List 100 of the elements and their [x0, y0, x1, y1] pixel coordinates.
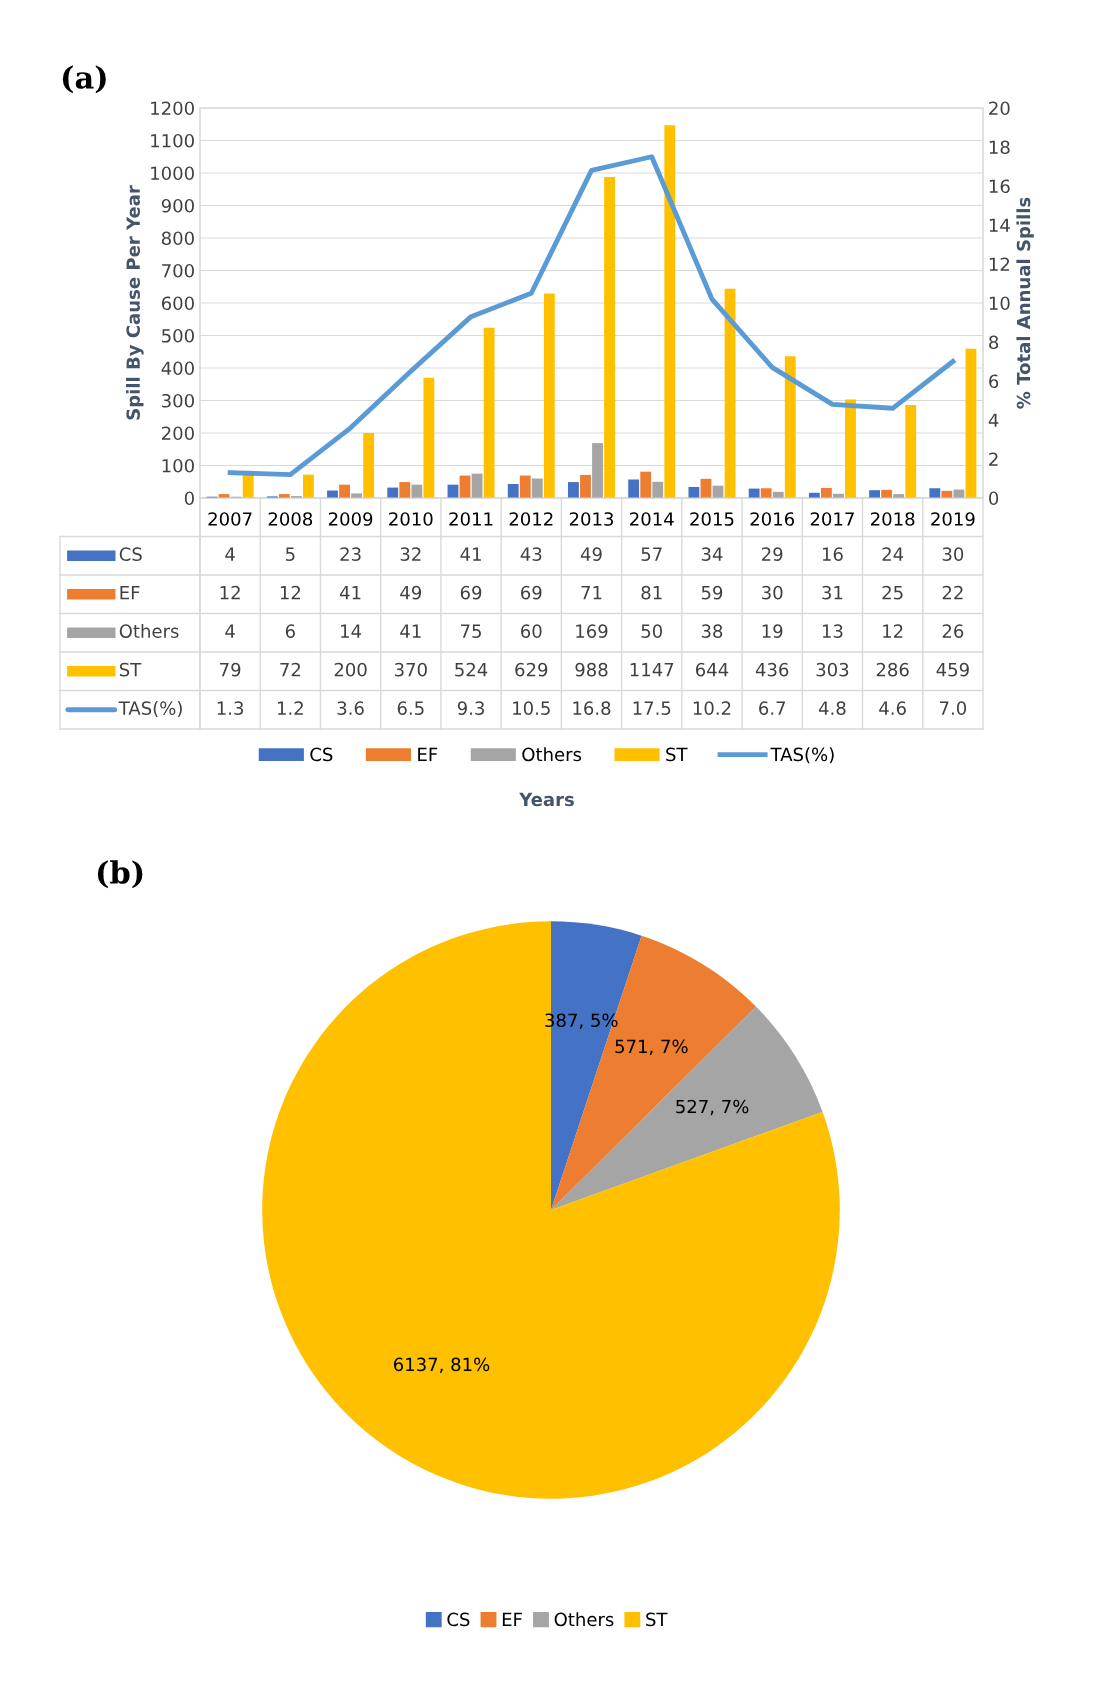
- data-label: 25: [882, 585, 903, 600]
- legend-label: ST: [119, 662, 142, 677]
- x-tick-label: 2017: [810, 512, 854, 526]
- y-tick-label: 900: [161, 198, 194, 213]
- y2-tick-label: 12: [989, 257, 1010, 271]
- data-label: 303: [816, 662, 849, 677]
- data-label: 10.5: [513, 701, 550, 715]
- data-label: 370: [394, 662, 427, 677]
- data-label: 6.5: [397, 701, 424, 715]
- y2-tick-label: 0: [989, 491, 999, 506]
- data-label: 72: [280, 662, 301, 677]
- legend-label: TAS(%): [118, 701, 182, 718]
- data-label: 81: [641, 585, 662, 600]
- data-label: 32: [400, 547, 421, 561]
- data-label: 23: [340, 547, 361, 561]
- data-label: 12: [280, 585, 301, 600]
- data-label: 9.3: [457, 701, 484, 715]
- y-tick-label: 600: [161, 296, 194, 311]
- data-label: 4: [225, 547, 235, 561]
- data-label: 524: [455, 662, 488, 677]
- legend-label: CS: [447, 1612, 470, 1627]
- legend-label: CS: [119, 547, 142, 561]
- text: TAS(%): [770, 747, 834, 764]
- data-label: 10.2: [693, 701, 731, 715]
- text: CS: [310, 747, 333, 762]
- data-label: 50: [641, 624, 663, 638]
- data-label: 436: [755, 662, 789, 677]
- x-tick-label: 2012: [509, 512, 553, 526]
- y-tick-label: 200: [162, 426, 194, 441]
- data-label: 24: [882, 547, 904, 561]
- data-label: 1147: [630, 663, 674, 677]
- data-label: 79: [220, 662, 241, 677]
- data-label: 34: [701, 547, 723, 561]
- data-label: 71: [581, 586, 602, 600]
- data-label: 69: [460, 585, 482, 600]
- data-label: 26: [942, 624, 964, 638]
- data-label: 19: [762, 624, 783, 638]
- data-label: 69: [521, 585, 542, 600]
- x-tick-label: 2019: [931, 512, 975, 526]
- data-label: 16.8: [573, 701, 611, 715]
- y2-tick-label: 16: [989, 179, 1010, 194]
- text: Others: [522, 747, 582, 762]
- data-label: 286: [876, 662, 909, 677]
- x-tick-label: 2008: [268, 512, 313, 526]
- x-tick-label: 2013: [569, 512, 614, 526]
- y-axis-title: Spill By Cause Per Year: [126, 185, 144, 420]
- legend-label: Others: [554, 1612, 614, 1627]
- data-label: 41: [460, 547, 481, 561]
- data-label: 4: [225, 624, 235, 638]
- data-label: 1.2: [277, 701, 303, 715]
- y-tick-label: 1200: [151, 101, 194, 116]
- data-label: 49: [580, 547, 602, 561]
- data-label: 17.5: [633, 701, 671, 715]
- data-label: 22: [942, 585, 963, 600]
- x-tick-label: 2016: [750, 512, 795, 526]
- data-label: 49: [400, 585, 422, 600]
- data-label: 5: [286, 547, 295, 561]
- legend-label: Others: [119, 624, 179, 638]
- chart-title: (b): [97, 860, 143, 889]
- text: ST: [666, 747, 688, 762]
- data-label: 6: [285, 624, 295, 638]
- x-tick-label: 2018: [871, 512, 915, 526]
- x-tick-label: 2010: [389, 512, 433, 526]
- data-label: 60: [521, 624, 542, 638]
- y-tick-label: 700: [162, 263, 194, 278]
- y-tick-label: 1100: [151, 133, 194, 148]
- y-tick-label: 0: [184, 491, 194, 506]
- text: EF: [418, 747, 438, 761]
- data-label: 169: [576, 624, 608, 638]
- y2-tick-label: 8: [989, 335, 999, 350]
- data-label: 43: [520, 547, 542, 561]
- y2-axis-title: % Total Annual Spills: [1016, 197, 1034, 409]
- y-tick-label: 300: [162, 393, 194, 408]
- data-label: 41: [400, 624, 421, 638]
- data-label: 13: [822, 624, 843, 638]
- y-tick-label: 100: [162, 458, 194, 473]
- data-label: 6137, 81%: [393, 1357, 490, 1374]
- data-label: 12: [220, 585, 240, 600]
- data-label: 459: [936, 662, 969, 677]
- data-label: 31: [822, 585, 843, 600]
- data-label: 988: [575, 662, 608, 677]
- data-label: 629: [515, 662, 548, 677]
- data-label: 6.7: [759, 701, 786, 715]
- data-label: 200: [334, 662, 367, 677]
- y2-tick-label: 20: [989, 101, 1010, 116]
- y2-tick-label: 14: [989, 218, 1010, 232]
- x-tick-label: 2011: [449, 512, 493, 526]
- legend-label: EF: [502, 1612, 522, 1626]
- x-axis-title: Years: [519, 792, 574, 807]
- data-label: 30: [762, 585, 783, 600]
- y2-tick-label: 10: [989, 296, 1010, 311]
- x-tick-label: 2015: [690, 512, 734, 526]
- y2-tick-label: 4: [988, 413, 999, 427]
- data-label: 3.6: [337, 701, 364, 715]
- data-label: 527, 7%: [676, 1099, 749, 1116]
- data-label: 38: [701, 624, 723, 638]
- data-label: 16: [822, 547, 843, 561]
- y2-tick-label: 6: [989, 374, 999, 389]
- y2-tick-label: 2: [989, 452, 998, 466]
- data-label: 1.3: [217, 701, 244, 715]
